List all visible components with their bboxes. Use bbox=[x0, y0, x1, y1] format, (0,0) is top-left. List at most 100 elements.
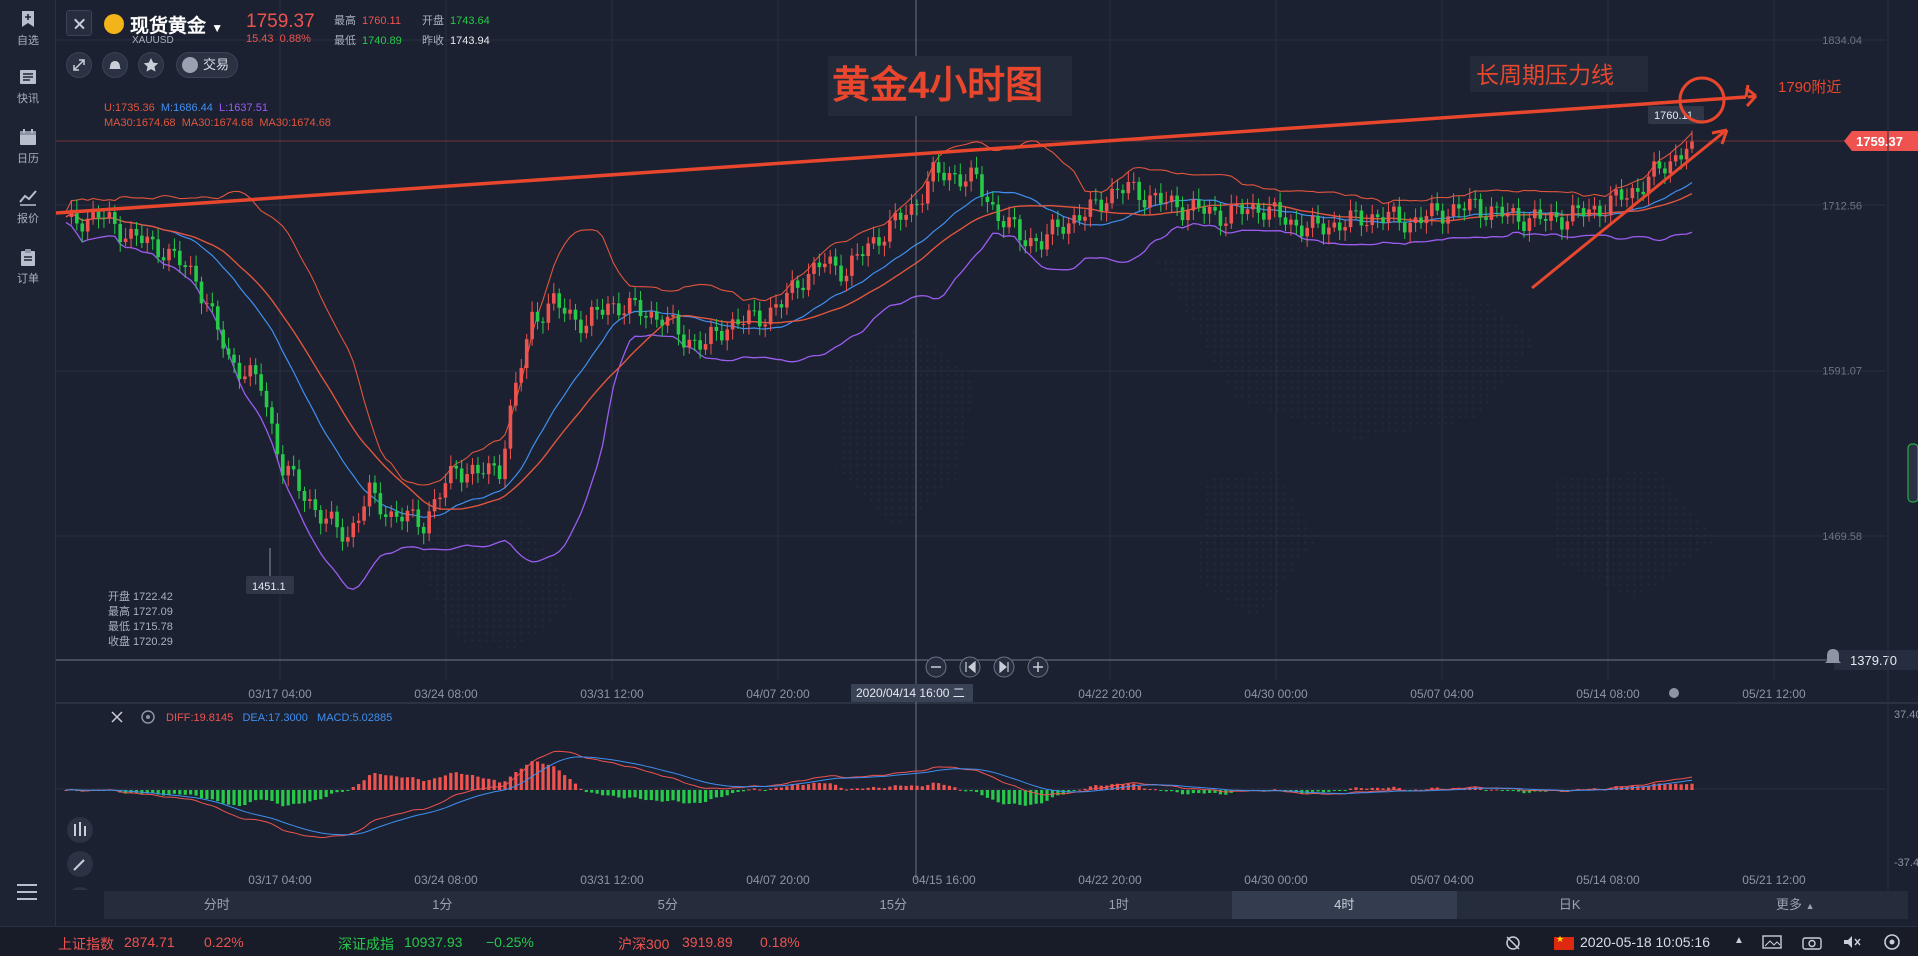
tab-1hour[interactable]: 1时 bbox=[1108, 897, 1129, 912]
gold-coin-icon bbox=[104, 14, 124, 34]
macd-bar bbox=[1040, 790, 1044, 804]
macd-bar bbox=[671, 790, 675, 801]
macd-bar bbox=[183, 790, 187, 795]
candle-style-button[interactable] bbox=[67, 817, 93, 843]
sidebar-item-orders[interactable]: 订单 bbox=[0, 248, 56, 286]
expand-button[interactable] bbox=[66, 52, 92, 78]
picture-icon[interactable] bbox=[1762, 934, 1782, 950]
candle-body bbox=[692, 339, 697, 341]
macd-bar bbox=[937, 783, 941, 790]
tab-daily[interactable]: 日K bbox=[1558, 897, 1581, 912]
trade-button[interactable]: 交易 bbox=[176, 52, 238, 78]
ticker-sh-name[interactable]: 上证指数 bbox=[58, 936, 114, 952]
candle-body bbox=[1440, 210, 1445, 224]
macd-bar bbox=[357, 784, 361, 790]
macd-bar bbox=[682, 790, 686, 804]
macd-bar bbox=[552, 766, 556, 790]
macd-bar bbox=[525, 764, 529, 790]
candle-body bbox=[427, 511, 431, 534]
macd-bar bbox=[118, 790, 122, 793]
candle-body bbox=[156, 239, 160, 258]
price-chart[interactable]: 1834.04 1712.56 1591.07 1469.58 03/17 04:00… bbox=[56, 0, 1918, 890]
scroll-to-latest-dot[interactable] bbox=[1669, 688, 1679, 698]
macd-bar bbox=[1094, 785, 1098, 790]
candle-body bbox=[1310, 216, 1315, 228]
candle-body bbox=[1451, 204, 1456, 217]
candle-body bbox=[1175, 195, 1179, 208]
candle-body bbox=[600, 309, 605, 315]
china-flag-icon bbox=[1554, 934, 1574, 950]
alert-button[interactable] bbox=[102, 52, 128, 78]
macd-bar bbox=[893, 785, 897, 790]
candle-body bbox=[568, 309, 572, 314]
macd-bar bbox=[899, 785, 903, 790]
favorite-button[interactable] bbox=[138, 52, 164, 78]
y-axis-ticks: 1834.04 1712.56 1591.07 1469.58 bbox=[1822, 35, 1862, 543]
tab-4hour[interactable]: 4时 bbox=[1231, 891, 1457, 919]
sidebar-item-quotes[interactable]: 报价 bbox=[0, 188, 56, 226]
macd-settings-icon[interactable] bbox=[141, 710, 155, 724]
macd-bar bbox=[546, 764, 550, 790]
symbol-name[interactable]: 现货黄金 ▼ bbox=[130, 16, 224, 37]
candle-body bbox=[1007, 217, 1011, 228]
ticker-sz-name[interactable]: 深证成指 bbox=[338, 936, 394, 952]
scroll-handle[interactable] bbox=[1907, 443, 1918, 503]
macd-bar bbox=[1500, 790, 1504, 791]
macd-bar bbox=[416, 779, 420, 790]
sidebar-item-watchlist[interactable]: 自选 bbox=[0, 10, 56, 48]
sidebar-item-news[interactable]: 快讯 bbox=[0, 68, 56, 106]
candle-body bbox=[1641, 191, 1646, 195]
tab-1min[interactable]: 1分 bbox=[432, 897, 453, 912]
macd-bar bbox=[600, 790, 605, 796]
macd-bar bbox=[286, 790, 290, 806]
target-price-annotation: 1790附近 bbox=[1778, 79, 1841, 96]
close-button[interactable] bbox=[66, 10, 92, 36]
tab-15min[interactable]: 15分 bbox=[879, 897, 907, 912]
jump-end-button[interactable] bbox=[993, 656, 1015, 678]
macd-bar bbox=[346, 790, 350, 791]
indicator-button[interactable] bbox=[67, 887, 93, 890]
camera-icon[interactable] bbox=[1802, 934, 1822, 950]
tab-more[interactable]: 更多 ▲ bbox=[1775, 897, 1815, 912]
open-field: 开盘 1743.64 bbox=[422, 15, 490, 27]
candle-body bbox=[1142, 199, 1147, 208]
candle-body bbox=[465, 474, 469, 483]
macd-bar bbox=[124, 790, 128, 794]
candle-body bbox=[362, 506, 366, 521]
candle-body bbox=[367, 482, 372, 507]
jump-start-button[interactable] bbox=[959, 656, 981, 678]
candle-body bbox=[882, 241, 887, 246]
mute-icon[interactable] bbox=[1842, 934, 1862, 950]
zoom-out-button[interactable] bbox=[925, 656, 947, 678]
chevron-down-icon[interactable]: ▼ bbox=[211, 21, 224, 35]
draw-pen-button[interactable] bbox=[67, 851, 93, 877]
candle-body bbox=[497, 465, 502, 480]
macd-bar bbox=[1419, 789, 1423, 791]
candlesticks bbox=[69, 130, 1694, 551]
candle-body bbox=[1083, 216, 1087, 221]
zoom-in-button[interactable] bbox=[1027, 656, 1049, 678]
alarm-bell-icon[interactable] bbox=[1825, 649, 1841, 663]
candle-body bbox=[286, 465, 291, 476]
menu-icon[interactable] bbox=[14, 880, 40, 904]
candle-body bbox=[302, 490, 307, 501]
macd-x-tick-label: 03/24 08:00 bbox=[414, 873, 478, 887]
candle-body bbox=[237, 362, 242, 380]
chevron-up-icon[interactable]: ▲ bbox=[1734, 935, 1744, 946]
tab-5min[interactable]: 5分 bbox=[657, 897, 678, 912]
sidebar-item-calendar[interactable]: 日历 bbox=[0, 128, 56, 166]
candle-body bbox=[768, 307, 773, 325]
candle-body bbox=[1240, 204, 1244, 215]
svg-text:1379.70: 1379.70 bbox=[1850, 653, 1897, 668]
candle-body bbox=[1289, 219, 1293, 225]
settings-gear-icon[interactable] bbox=[1882, 933, 1902, 951]
svg-text:最高 1727.09: 最高 1727.09 bbox=[108, 604, 173, 618]
svg-text:长周期压力线: 长周期压力线 bbox=[1476, 62, 1614, 88]
sync-icon[interactable] bbox=[1504, 934, 1522, 952]
macd-close-icon[interactable] bbox=[111, 711, 123, 723]
calendar-icon bbox=[20, 129, 36, 145]
timeframe-tabs: 分时 1分 5分 15分 1时 4时 日K 更多 ▲ bbox=[104, 891, 1908, 919]
macd-bar bbox=[1365, 788, 1369, 790]
tab-timeshare[interactable]: 分时 bbox=[203, 897, 230, 912]
ticker-hs-name[interactable]: 沪深300 bbox=[618, 936, 670, 952]
